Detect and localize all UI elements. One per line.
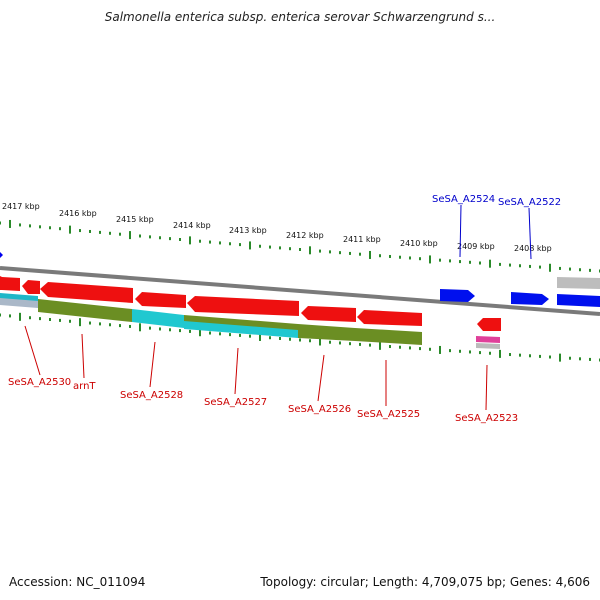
label-SeSA_A2530[interactable]: SeSA_A2530 (8, 377, 71, 388)
gene-SeSA_A2524[interactable] (440, 289, 475, 302)
gene-SeSA_A2527[interactable] (187, 296, 299, 316)
tick-label-2408: 2408 kbp (514, 244, 552, 253)
label-SeSA_A2524[interactable]: SeSA_A2524 (432, 194, 495, 205)
gene-forward-right-edge[interactable] (557, 294, 600, 307)
feature-band-olive-3 (298, 324, 355, 341)
accession-text: Accession: NC_011094 (9, 575, 146, 589)
leader-SeSA_A2530 (24, 325, 41, 376)
genome-summary-text: Topology: circular; Length: 4,709,075 bp… (260, 575, 590, 589)
tick-label-2412: 2412 kbp (286, 231, 324, 240)
gene-SeSA_A2528[interactable] (135, 292, 186, 308)
leader-SeSA_A2522 (528, 207, 532, 260)
gene-rev-edge-1[interactable] (0, 276, 20, 291)
feature-band-gray-small (476, 343, 500, 349)
feature-band-olive-4 (355, 328, 422, 345)
leader-SeSA_A2526 (317, 354, 325, 402)
tick-label-2416: 2416 kbp (59, 209, 97, 218)
feature-band-cyan-2 (184, 321, 298, 338)
leader-SeSA_A2524 (459, 204, 462, 258)
leader-SeSA_A2528 (149, 341, 156, 388)
tick-label-2409: 2409 kbp (457, 242, 495, 251)
tick-label-2411: 2411 kbp (343, 235, 381, 244)
genome-backbone (0, 266, 600, 316)
gene-SeSA_A2523[interactable] (477, 318, 501, 331)
map-title: Salmonella enterica subsp. enterica sero… (104, 10, 496, 24)
leader-SeSA_A2527 (234, 347, 239, 395)
gene-SeSA_A2525[interactable] (357, 310, 422, 326)
scale-ticks-top (0, 219, 600, 273)
tick-label-2413: 2413 kbp (229, 226, 267, 235)
tick-label-2414: 2414 kbp (173, 221, 211, 230)
label-SeSA_A2526[interactable]: SeSA_A2526 (288, 404, 351, 415)
gene-arnT[interactable] (40, 282, 133, 303)
label-arnT[interactable]: arnT (73, 381, 96, 392)
label-SeSA_A2528[interactable]: SeSA_A2528 (120, 390, 183, 401)
feature-band-cyan-1 (132, 309, 184, 328)
gene-forward-left-edge[interactable] (0, 252, 3, 258)
label-SeSA_A2527[interactable]: SeSA_A2527 (204, 397, 267, 408)
gene-SeSA_A2526[interactable] (301, 306, 356, 322)
feature-gray-right (557, 277, 600, 289)
label-SeSA_A2522[interactable]: SeSA_A2522 (498, 197, 561, 208)
tick-label-2415: 2415 kbp (116, 215, 154, 224)
leader-arnT (81, 333, 85, 379)
gene-SeSA_A2522[interactable] (511, 292, 549, 305)
label-SeSA_A2525[interactable]: SeSA_A2525 (357, 409, 420, 420)
feature-band-pink (476, 336, 500, 343)
feature-band-olive-1 (38, 299, 132, 322)
tick-label-2410: 2410 kbp (400, 239, 438, 248)
tick-label-2417: 2417 kbp (2, 202, 40, 211)
feature-band-cyan-left (0, 293, 38, 301)
feature-band-olive-2 (184, 315, 298, 331)
label-SeSA_A2523[interactable]: SeSA_A2523 (455, 413, 518, 424)
gene-SeSA_A2530[interactable] (22, 280, 40, 294)
leader-SeSA_A2523 (485, 364, 488, 411)
